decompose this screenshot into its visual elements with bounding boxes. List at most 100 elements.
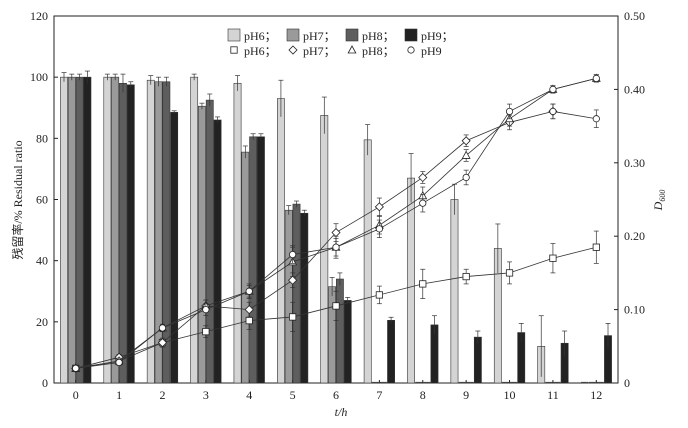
data-point bbox=[418, 172, 428, 183]
legend-marker bbox=[288, 45, 298, 55]
bar bbox=[335, 278, 344, 384]
data-point bbox=[375, 291, 383, 299]
data-point bbox=[244, 305, 254, 315]
bar bbox=[343, 300, 352, 384]
bar bbox=[450, 199, 459, 384]
data-point bbox=[288, 275, 298, 285]
data-point bbox=[462, 272, 470, 281]
data-point bbox=[245, 317, 253, 325]
bar bbox=[257, 136, 265, 384]
legend-marker bbox=[230, 46, 238, 54]
legend-line-label: pH6； bbox=[244, 44, 277, 58]
bar bbox=[363, 139, 372, 384]
legend-line-label: pH7； bbox=[303, 44, 336, 58]
y-tick-label: 40 bbox=[36, 254, 48, 268]
data-point bbox=[202, 305, 210, 314]
bar bbox=[154, 81, 163, 384]
bar bbox=[75, 76, 84, 384]
data-point bbox=[332, 302, 340, 310]
y-axis-title: 残留率/% Residual ratio bbox=[10, 140, 25, 259]
x-tick-label: 4 bbox=[246, 388, 252, 402]
data-point bbox=[461, 136, 471, 146]
series-line bbox=[75, 111, 554, 369]
bar bbox=[170, 112, 179, 384]
legend-bar-swatch bbox=[404, 28, 418, 42]
legend-bar-label: pH7； bbox=[303, 29, 336, 43]
bar bbox=[213, 119, 222, 384]
bar bbox=[205, 99, 214, 384]
legend-bar-swatch bbox=[286, 28, 300, 42]
data-point bbox=[289, 313, 297, 321]
data-point bbox=[592, 115, 600, 123]
bar bbox=[328, 286, 336, 384]
y2-tick-label: 0 bbox=[624, 376, 630, 390]
y2-tick-label: 0.40 bbox=[624, 82, 645, 96]
data-point bbox=[592, 74, 600, 82]
data-point bbox=[505, 107, 514, 116]
bar bbox=[387, 320, 395, 384]
x-tick-label: 3 bbox=[203, 388, 209, 402]
bar bbox=[292, 203, 301, 384]
bar bbox=[103, 76, 112, 384]
bar bbox=[60, 76, 68, 384]
bar bbox=[300, 212, 309, 384]
legend-bar-swatch bbox=[227, 28, 241, 42]
x-tick-label: 11 bbox=[547, 388, 559, 402]
data-point bbox=[461, 150, 471, 159]
bar bbox=[126, 84, 135, 384]
x-tick-label: 7 bbox=[376, 388, 382, 402]
y2-tick-label: 0.50 bbox=[624, 9, 645, 23]
bar bbox=[249, 136, 258, 384]
bar bbox=[277, 98, 285, 384]
data-point bbox=[462, 173, 470, 182]
bar bbox=[67, 76, 76, 384]
y2-tick-label: 0.30 bbox=[624, 156, 645, 170]
bar bbox=[233, 82, 242, 384]
y2-axis-title-sub: 600 bbox=[658, 190, 667, 202]
data-point bbox=[505, 269, 514, 277]
data-point bbox=[592, 243, 600, 251]
data-point bbox=[115, 358, 123, 367]
bar bbox=[284, 209, 293, 384]
x-tick-label: 2 bbox=[159, 388, 165, 402]
y-tick-label: 120 bbox=[30, 9, 48, 23]
bar bbox=[162, 81, 171, 384]
y2-axis-title: D600 bbox=[651, 190, 667, 212]
data-point bbox=[245, 287, 253, 295]
bar bbox=[241, 151, 250, 384]
bar bbox=[473, 336, 482, 384]
bar bbox=[83, 76, 92, 384]
x-tick-label: 6 bbox=[333, 388, 339, 402]
data-point bbox=[72, 364, 80, 372]
series-line bbox=[552, 111, 597, 120]
bar bbox=[198, 105, 206, 384]
data-point bbox=[375, 225, 383, 233]
legend-line-label: pH8； bbox=[362, 44, 395, 58]
x-tick-label: 8 bbox=[420, 388, 426, 402]
data-point bbox=[202, 328, 210, 336]
data-point bbox=[157, 338, 168, 348]
y-tick-label: 80 bbox=[36, 131, 48, 145]
legend-marker bbox=[407, 46, 415, 54]
x-tick-label: 5 bbox=[290, 388, 296, 402]
y2-axis-title-main: D bbox=[651, 201, 665, 211]
bar bbox=[111, 76, 120, 384]
x-tick-label: 9 bbox=[463, 388, 469, 402]
legend-line-label: pH9 bbox=[421, 44, 442, 58]
data-point bbox=[419, 199, 427, 207]
bar bbox=[119, 82, 127, 384]
data-point bbox=[289, 250, 297, 259]
x-tick-label: 12 bbox=[590, 388, 602, 402]
data-point bbox=[158, 324, 167, 332]
x-axis-title: t/h bbox=[335, 405, 348, 419]
data-point bbox=[374, 202, 384, 212]
data-point bbox=[332, 243, 340, 251]
y-tick-label: 60 bbox=[36, 193, 48, 207]
data-point bbox=[549, 107, 557, 116]
y2-tick-label: 0.10 bbox=[624, 303, 645, 317]
data-point bbox=[549, 85, 557, 94]
y-tick-label: 20 bbox=[36, 315, 48, 329]
